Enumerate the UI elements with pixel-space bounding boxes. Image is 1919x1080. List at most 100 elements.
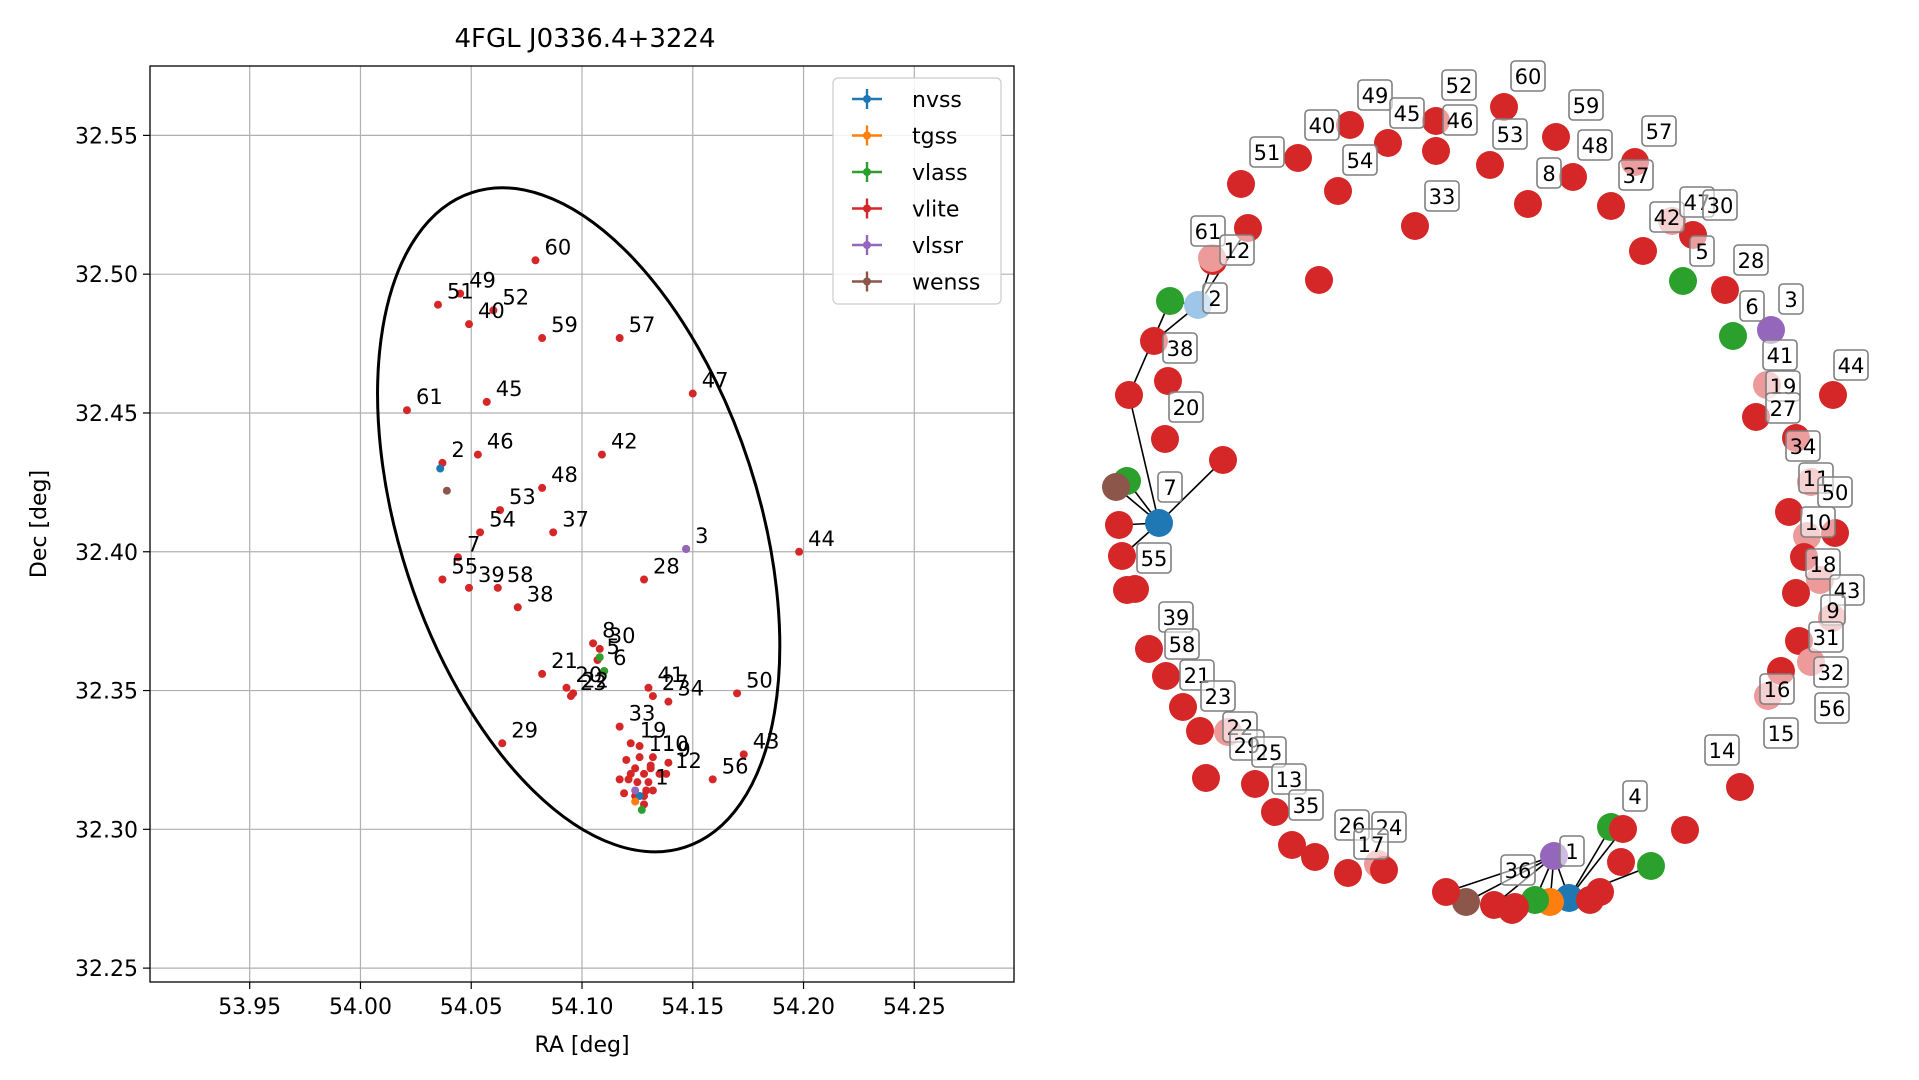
node-label-18: 18 [1805,548,1841,580]
node-label-text: 33 [1429,185,1456,209]
network-node [1198,244,1226,272]
node-label-35: 35 [1288,789,1324,821]
data-point-vlite [465,583,474,592]
point-label: 54 [489,507,516,531]
network-node [1490,93,1518,121]
node-label-42: 42 [1649,201,1685,233]
node-label-box [1805,548,1841,580]
node-label-33: 33 [1424,180,1460,212]
network-node [1261,798,1289,826]
data-point-vlite [626,739,635,748]
data-point-vlass [600,667,609,676]
node-label-27: 27 [1765,392,1801,424]
node-label-61: 61 [1190,215,1226,247]
data-point-vlite [662,769,671,778]
node-label-box [1778,283,1804,315]
node-label-box [1190,215,1226,247]
node-label-box [1304,109,1340,141]
data-point-vlite [640,575,649,584]
network-edge [1445,855,1555,893]
node-label-box [1641,115,1677,147]
network-node [1775,498,1803,526]
node-label-text: 8 [1542,162,1555,186]
node-label-box [1759,673,1795,705]
data-point-vlite [615,334,624,343]
point-label: 37 [562,507,589,531]
network-node [1719,322,1747,350]
node-label-box [1200,680,1236,712]
network-node [1576,886,1604,914]
node-label-46: 46 [1442,104,1478,136]
data-point-vlite [648,786,657,795]
network-node [1336,111,1364,139]
legend-label-vlssr: vlssr [912,234,964,259]
node-label-box [1577,129,1613,161]
node-label-text: 1 [1565,840,1578,864]
network-node [1476,151,1504,179]
network-node [1140,327,1168,355]
data-point-vlite [648,753,657,762]
point-label: 41 [657,663,684,687]
node-label-text: 3 [1784,288,1797,312]
data-point-vlite [538,334,547,343]
node-label-box [1157,471,1183,503]
point-label: 8 [602,618,615,642]
node-label-text: 39 [1163,606,1190,630]
data-point-vlssr [631,786,640,795]
node-label-40: 40 [1304,109,1340,141]
data-point-vlite [476,528,485,537]
network-node [1542,123,1570,151]
network-node [1115,381,1143,409]
y-tick-label: 32.30 [75,818,138,843]
node-label-13: 13 [1271,763,1307,795]
node-label-box [1536,157,1562,189]
network-node [1785,627,1813,655]
data-point-vlass [595,653,604,662]
point-label: 1 [655,765,668,789]
legend-label-vlite: vlite [912,198,959,223]
x-tick-label: 54.15 [661,995,724,1020]
node-label-text: 6 [1745,295,1758,319]
data-point-vlite [438,575,447,584]
node-label-text: 50 [1822,481,1849,505]
data-point-vlite [708,775,717,784]
y-axis-ticks: 32.25 32.30 32.35 32.40 32.45 32.50 32.55 [75,124,150,982]
node-label-text: 41 [1767,344,1794,368]
point-label: 49 [469,269,496,293]
node-label-text: 17 [1358,833,1385,857]
node-label-box [1618,159,1654,191]
y-tick-label: 32.50 [75,263,138,288]
node-label-box [1704,734,1740,766]
point-label: 11 [649,732,676,756]
node-label-box [1424,180,1460,212]
data-point-vlite [434,300,442,309]
y-tick-label: 32.25 [75,957,138,982]
network-node [1609,815,1637,843]
data-point-vlite [622,755,631,764]
data-point-vlite [538,483,547,492]
node-label-7: 7 [1157,471,1183,503]
node-label-text: 53 [1497,123,1524,147]
point-label: 28 [653,555,680,579]
node-label-text: 56 [1819,697,1846,721]
node-label-text: 38 [1167,337,1194,361]
data-point-vlite [644,778,653,787]
x-tick-label: 54.10 [551,995,614,1020]
node-label-box [1765,392,1801,424]
node-label-34: 34 [1785,430,1821,462]
legend-dot-vlssr [863,241,871,249]
network-node [1154,367,1182,395]
node-label-32: 32 [1813,656,1849,688]
data-point-vlite [531,256,540,265]
node-label-6: 6 [1739,290,1765,322]
legend: nvss tgss vlass vlite vlssr wenss [832,77,1002,305]
node-label-text: 45 [1394,102,1421,126]
node-label-2: 2 [1202,282,1228,314]
network-node [1227,170,1255,198]
point-label: 19 [640,718,667,742]
network-node [1305,266,1333,294]
point-label: 58 [507,563,534,587]
node-label-text: 15 [1768,722,1795,746]
